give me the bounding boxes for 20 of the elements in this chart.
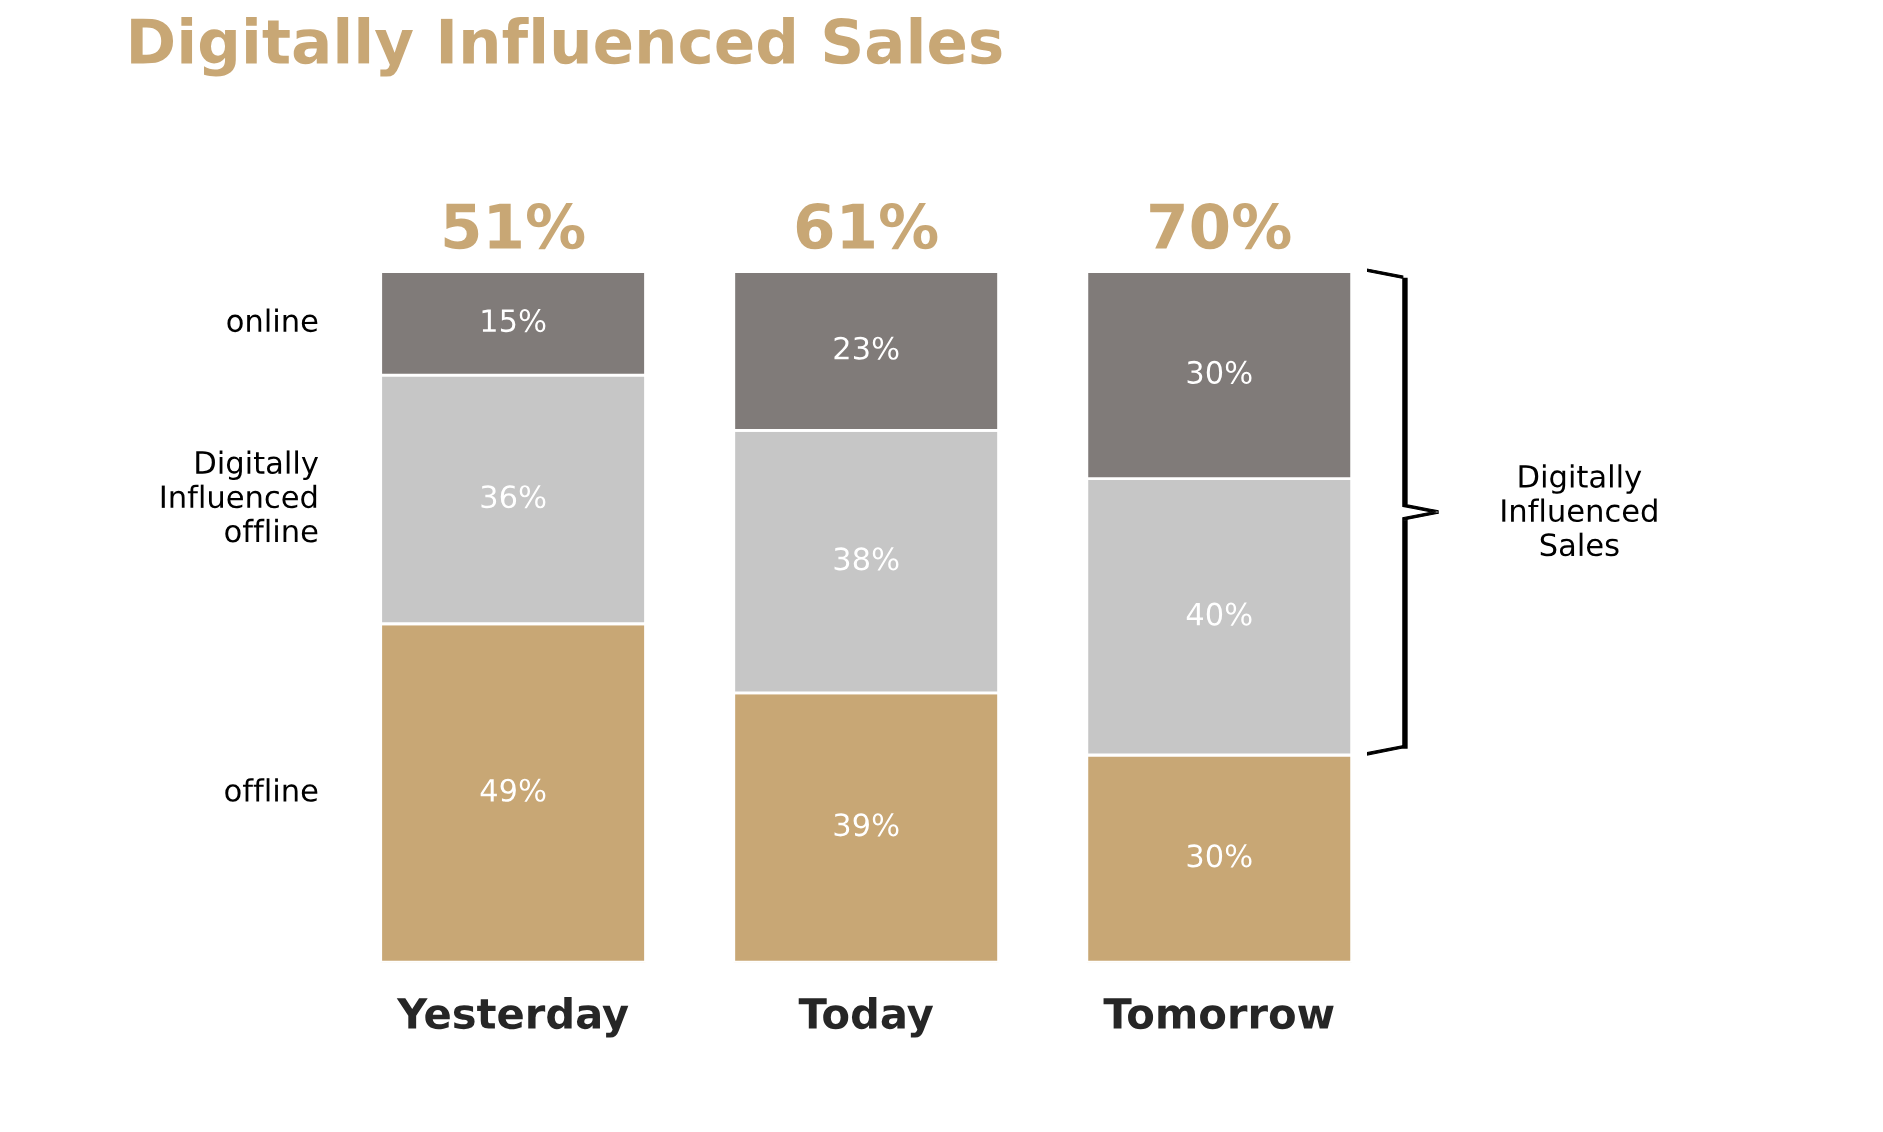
data-label: 30% xyxy=(1187,360,1252,384)
text: online xyxy=(227,308,318,333)
data-label: 49% xyxy=(480,778,546,802)
data-label: 38% xyxy=(834,547,899,571)
data-label: 40% xyxy=(1186,602,1252,626)
annotation: 51% xyxy=(444,203,585,250)
data-label: 23% xyxy=(834,336,899,360)
data-label: 36% xyxy=(481,485,546,509)
annotation: 70% xyxy=(1150,203,1291,250)
x-tick-label: Yesterday xyxy=(396,996,629,1038)
text: Digitally Influenced offline xyxy=(161,450,319,543)
x-tick-label: Tomorrow xyxy=(1103,998,1334,1030)
annotation: 61% xyxy=(796,203,938,250)
data-label: 15% xyxy=(482,309,546,333)
text: offline xyxy=(225,778,318,802)
data-label: 39% xyxy=(834,813,899,837)
x-tick-label: Today xyxy=(798,996,934,1038)
text: Digitally Influenced Sales xyxy=(1502,464,1657,557)
data-label: 30% xyxy=(1187,844,1252,868)
text: Digitally Influenced Sales xyxy=(131,16,1002,77)
